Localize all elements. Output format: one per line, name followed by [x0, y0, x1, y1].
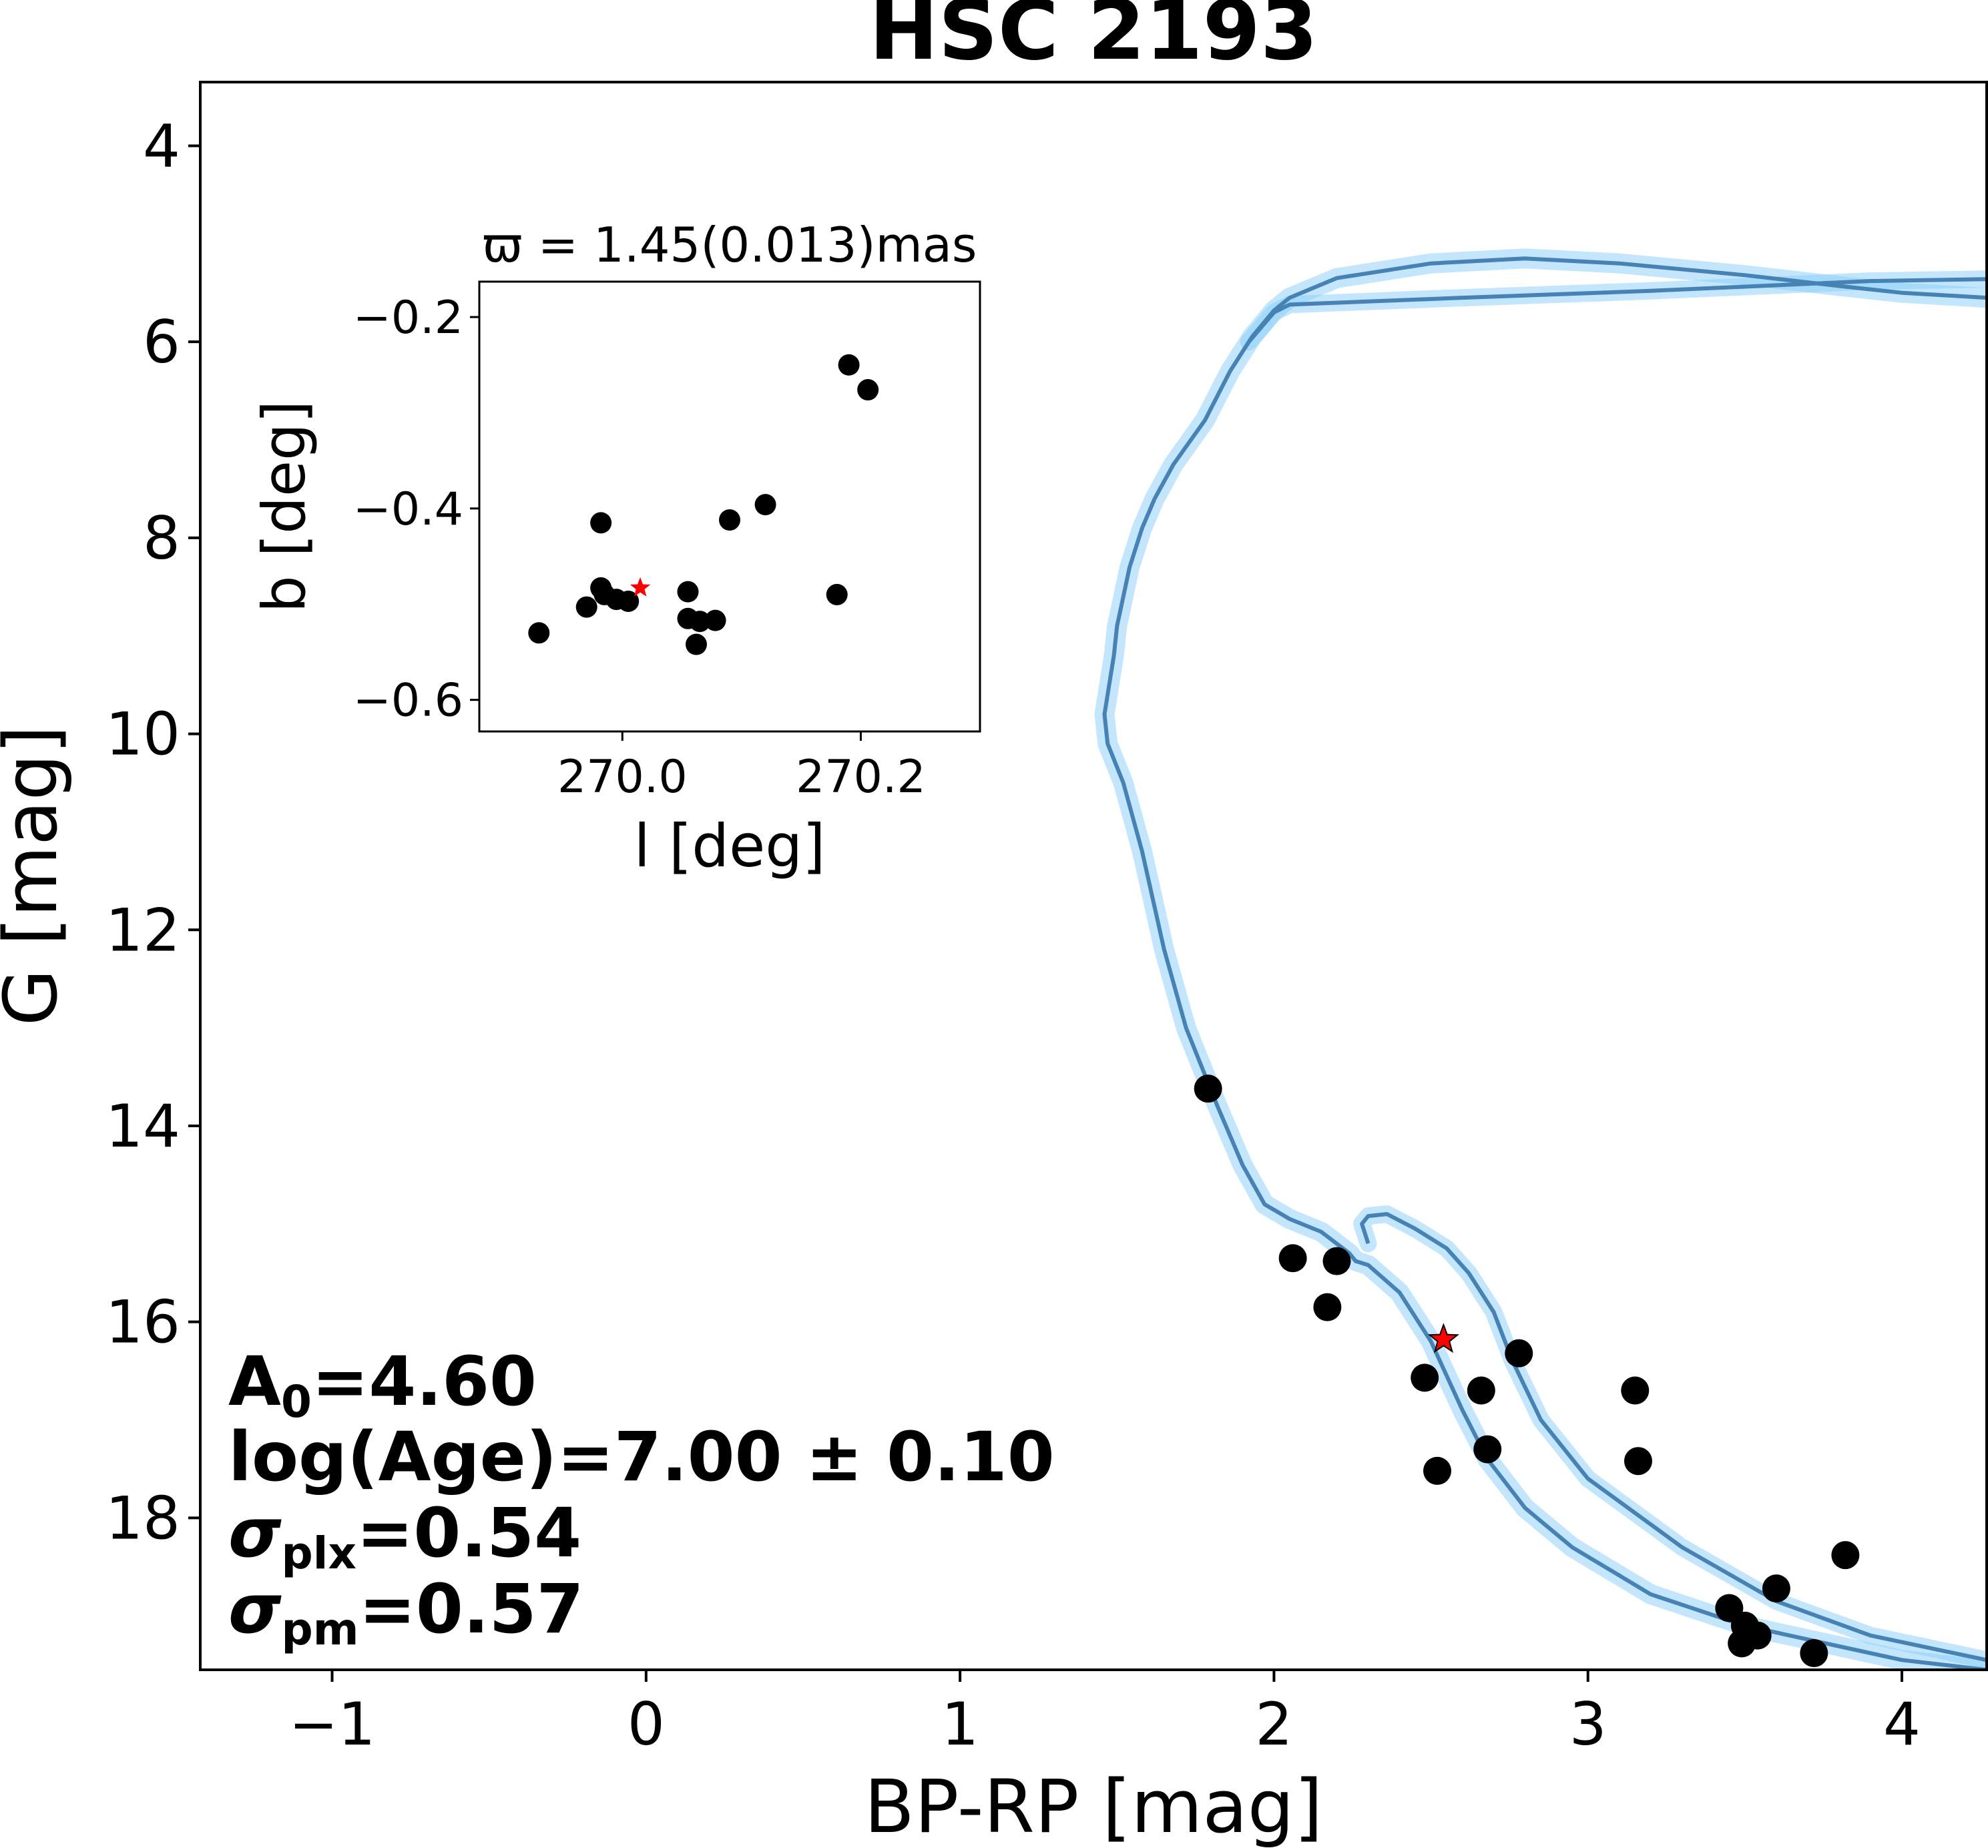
inset-member-point [704, 609, 726, 631]
inset-x-tick-label: 270.2 [796, 751, 926, 804]
x-tick-label: 4 [1883, 1690, 1921, 1759]
inset-member-point [826, 583, 848, 605]
inset-member-point [719, 509, 740, 531]
main-y-ticks: 4 6 8 10 12 14 16 18 [105, 111, 200, 1552]
main-x-ticks: −1 0 1 2 3 4 [289, 1670, 1921, 1759]
inset-x-tick-label: 270.0 [557, 751, 688, 804]
member-star-point [1411, 1363, 1439, 1392]
isochrone-uncertainty-bands [1094, 248, 1987, 1670]
inset-member-point [689, 611, 711, 633]
isochrone-pms-line [1360, 1212, 1987, 1662]
y-tick-label: 4 [143, 111, 180, 180]
inset-member-point [575, 596, 597, 618]
x-tick-label: 2 [1255, 1690, 1292, 1759]
fit-annotations: A0=4.60 log(Age)=7.00 ± 0.10 σplx=0.54 σ… [228, 1342, 1055, 1655]
isochrone-main-line [1102, 256, 1987, 1670]
member-star-point [1624, 1447, 1652, 1476]
y-tick-label: 14 [105, 1092, 180, 1161]
member-star-point [1743, 1621, 1772, 1650]
x-tick-label: 3 [1569, 1690, 1607, 1759]
isochrone-lines [1102, 256, 1987, 1670]
isochrone-main-band [1094, 248, 1987, 1670]
inset-x-ticks: 270.0 270.2 [557, 731, 926, 804]
inset-data-points [528, 354, 879, 655]
x-tick-label: 0 [628, 1690, 665, 1759]
member-star-point [1322, 1247, 1351, 1275]
chart-title: HSC 2193 [869, 0, 1318, 79]
inset-member-point [528, 622, 550, 644]
sigma-pm-annotation: σpm=0.57 [228, 1570, 584, 1655]
member-star-point [1194, 1074, 1222, 1103]
y-tick-label: 10 [105, 700, 180, 769]
y-tick-label: 8 [143, 504, 180, 573]
inset-x-axis-label: l [deg] [634, 812, 826, 880]
member-star-point [1762, 1574, 1790, 1603]
inset-y-tick-label: −0.6 [353, 675, 463, 727]
inset-target-marker [630, 577, 651, 597]
main-data-points [1194, 1074, 1860, 1668]
inset-member-point [838, 354, 860, 376]
member-star-point [1278, 1244, 1307, 1273]
inset-member-point [677, 581, 699, 603]
target-star-marker [1427, 1323, 1459, 1353]
inset-y-ticks: −0.2 −0.4 −0.6 [353, 292, 479, 727]
y-tick-label: 18 [105, 1484, 180, 1552]
member-star-point [1423, 1456, 1451, 1485]
extinction-annotation: A0=4.60 [228, 1342, 537, 1428]
member-star-point [1505, 1339, 1533, 1367]
x-tick-label: −1 [289, 1690, 376, 1759]
x-tick-label: 1 [941, 1690, 979, 1759]
sigma-plx-annotation: σplx=0.54 [228, 1494, 581, 1579]
inset-member-point [617, 590, 640, 612]
member-star-point [1313, 1293, 1342, 1321]
inset-y-tick-label: −0.2 [353, 292, 463, 344]
age-annotation: log(Age)=7.00 ± 0.10 [228, 1418, 1055, 1497]
inset-member-point [754, 494, 776, 516]
member-star-point [1800, 1639, 1828, 1668]
y-tick-label: 6 [143, 308, 180, 376]
isochrone-rgb-branch-line [1247, 277, 1987, 344]
y-tick-label: 16 [105, 1288, 180, 1357]
inset-y-axis-label: b [deg] [250, 400, 318, 613]
inset-member-point [686, 633, 707, 655]
main-x-axis-label: BP-RP [mag] [864, 1764, 1322, 1848]
inset-plot-frame [478, 280, 981, 733]
inset-plot: ϖ = 1.45(0.013)mas 270.0 270.2 −0.2−0.4−0… [250, 217, 981, 880]
main-y-axis-label: G [mag] [0, 725, 73, 1026]
inset-y-tick-label: −0.4 [353, 483, 463, 536]
member-star-point [1831, 1541, 1860, 1570]
inset-title: ϖ = 1.45(0.013)mas [483, 217, 977, 273]
inset-member-point [590, 512, 612, 534]
y-tick-label: 12 [105, 896, 180, 964]
member-star-point [1621, 1376, 1650, 1405]
main-plot-frame [199, 81, 1988, 1671]
inset-member-point [857, 379, 879, 401]
member-star-point [1467, 1376, 1495, 1405]
member-star-point [1473, 1435, 1502, 1464]
